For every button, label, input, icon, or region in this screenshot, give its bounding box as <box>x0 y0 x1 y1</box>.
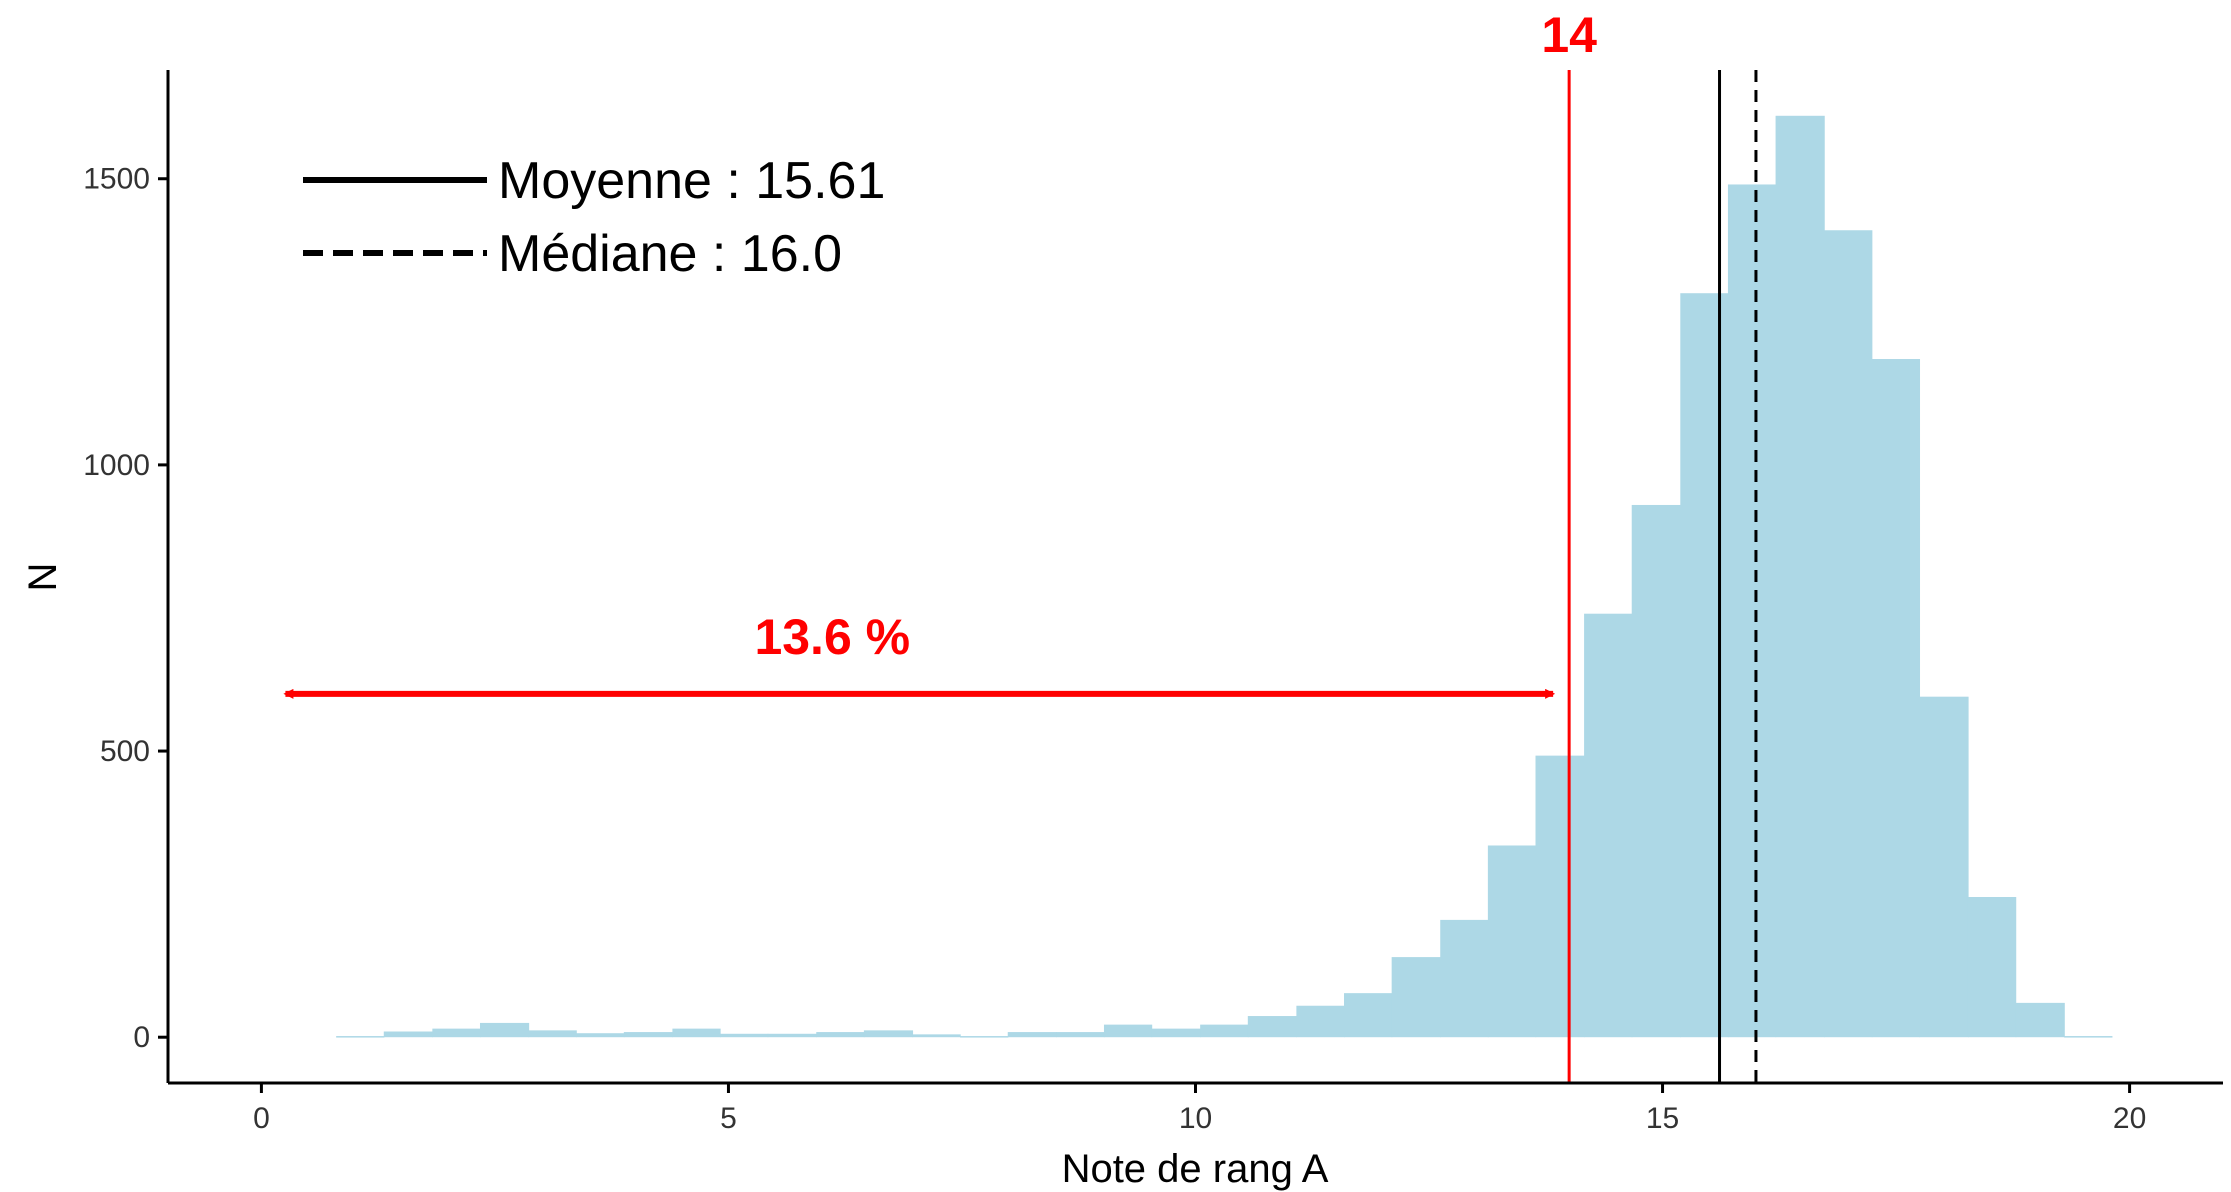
histogram-bar <box>1151 1028 1201 1038</box>
histogram-bar <box>1344 993 1393 1038</box>
histogram-bar <box>383 1031 433 1038</box>
x-tick-label: 10 <box>1179 1102 1212 1135</box>
y-tick-label: 500 <box>100 735 150 768</box>
histogram-bar <box>1631 504 1681 1038</box>
reference-lines <box>1567 70 1758 1083</box>
histogram-bar <box>1056 1032 1105 1038</box>
histogram-bar <box>1919 696 1969 1038</box>
histogram-bar <box>816 1032 865 1038</box>
histogram-bar <box>1296 1005 1345 1038</box>
histogram-bar <box>1247 1016 1297 1038</box>
histogram-bar <box>479 1022 530 1038</box>
legend-label: Moyenne : 15.61 <box>498 152 885 210</box>
threshold-label: 14 <box>1541 7 1597 63</box>
histogram-bar <box>767 1033 817 1038</box>
histogram-bar <box>960 1036 1009 1038</box>
histogram-bar <box>2015 1002 2065 1038</box>
histogram-bar <box>720 1033 769 1038</box>
legend: Moyenne : 15.61 Médiane : 16.0 <box>303 152 885 283</box>
x-tick-label: 5 <box>720 1102 737 1135</box>
legend-label: Médiane : 16.0 <box>498 225 842 283</box>
histogram-bar <box>528 1030 577 1038</box>
histogram-bar <box>1871 359 1921 1038</box>
y-tick-label: 1000 <box>83 449 150 482</box>
histogram-bar <box>1775 115 1825 1038</box>
histogram-bar <box>1727 184 1777 1038</box>
histogram-bar <box>1584 613 1633 1038</box>
histogram-bar <box>912 1034 961 1038</box>
histogram-bar <box>1487 845 1537 1038</box>
histogram-bar <box>672 1028 721 1038</box>
percentage-label: 13.6 % <box>754 609 910 665</box>
x-tick-label: 20 <box>2113 1102 2146 1135</box>
histogram-bar <box>1680 293 1729 1038</box>
histogram-bar <box>1440 919 1489 1038</box>
axis-ticks: 0 5 10 15 20 0 500 1000 1500 <box>83 163 2146 1135</box>
histogram-bar <box>576 1033 625 1038</box>
y-tick-label: 0 <box>133 1021 150 1054</box>
histogram-bar <box>336 1036 385 1038</box>
y-axis-label: N <box>21 563 65 592</box>
histogram-bar <box>1391 957 1441 1038</box>
annotation: 13.6 % 14 <box>283 7 1597 699</box>
histogram-bar <box>1103 1024 1153 1038</box>
x-tick-label: 0 <box>253 1102 270 1135</box>
y-tick-label: 1500 <box>83 163 150 196</box>
histogram-bar <box>1200 1024 1249 1038</box>
histogram-bar <box>1967 896 2017 1038</box>
histogram-bar <box>1824 230 1873 1038</box>
histogram-bar <box>623 1032 674 1038</box>
x-axis-label: Note de rang A <box>1062 1147 1329 1191</box>
histogram-bar <box>1535 755 1585 1038</box>
histogram-bar <box>432 1028 481 1038</box>
histogram-bar <box>2064 1036 2113 1038</box>
histogram-bar <box>863 1030 914 1038</box>
x-tick-label: 15 <box>1646 1102 1679 1135</box>
histogram-bar <box>1007 1032 1057 1038</box>
